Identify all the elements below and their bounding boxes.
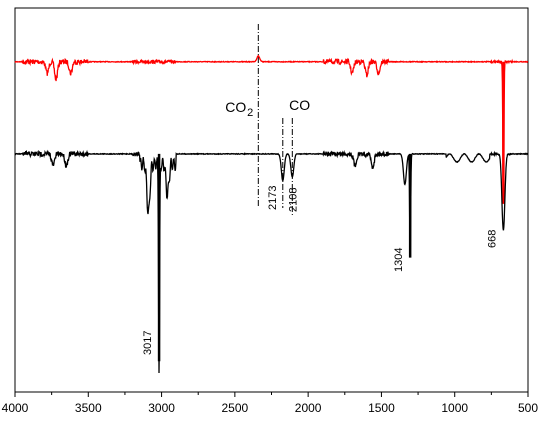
x-axis-tick-labels: 4000 3500 3000 2500 2000 1500 1000 500 xyxy=(2,401,539,415)
annotation-peak-2173: 2173 xyxy=(267,186,279,210)
annotation-peak-668: 668 xyxy=(486,230,498,248)
annotation-peak-3017: 3017 xyxy=(142,331,154,355)
series-line-1 xyxy=(14,54,529,203)
x-tick-label-2500: 2500 xyxy=(222,401,249,415)
x-tick-label-1500: 1500 xyxy=(368,401,395,415)
annotation-co2: CO xyxy=(225,99,246,115)
spectrum-series xyxy=(14,54,529,374)
x-tick-label-1000: 1000 xyxy=(441,401,468,415)
annotation-peak-2108: 2108 xyxy=(287,188,299,212)
series-line-2 xyxy=(14,149,529,374)
reference-lines xyxy=(257,24,293,215)
x-tick-label-3500: 3500 xyxy=(75,401,102,415)
x-tick-label-500: 500 xyxy=(518,401,538,415)
annotation-co2-sub: 2 xyxy=(247,107,253,119)
x-axis-ticks xyxy=(14,392,529,397)
x-tick-label-4000: 4000 xyxy=(2,401,29,415)
x-tick-label-3000: 3000 xyxy=(148,401,175,415)
annotation-co: CO xyxy=(289,97,310,113)
annotation-peak-1304: 1304 xyxy=(393,248,405,272)
x-tick-label-2000: 2000 xyxy=(295,401,322,415)
